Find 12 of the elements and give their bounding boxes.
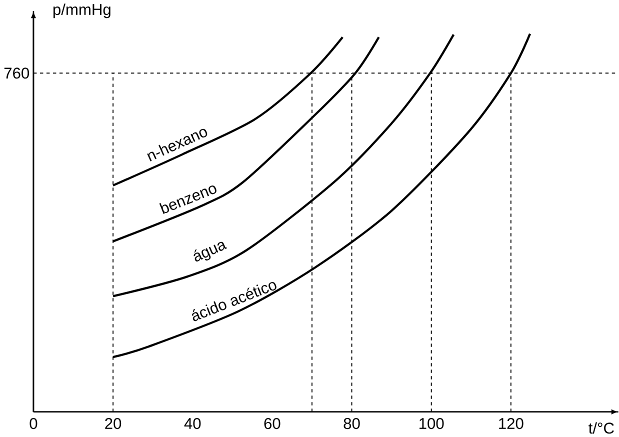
x-tick-label: 120 [499,418,524,429]
text: 760 [4,67,30,79]
y-axis-title: p/mmHg [53,3,110,18]
text: ácido acético [192,282,276,321]
x-axis-title: t/°C [588,422,614,434]
x-tick-label: 100 [420,418,444,429]
text: água [194,242,228,262]
x-tick-label: 80 [344,418,360,429]
x-tick-label: 60 [264,418,280,429]
x-tick-label: 20 [105,418,122,429]
x-tick-label: 0 [30,418,38,429]
x-tick-label: 40 [184,418,201,429]
